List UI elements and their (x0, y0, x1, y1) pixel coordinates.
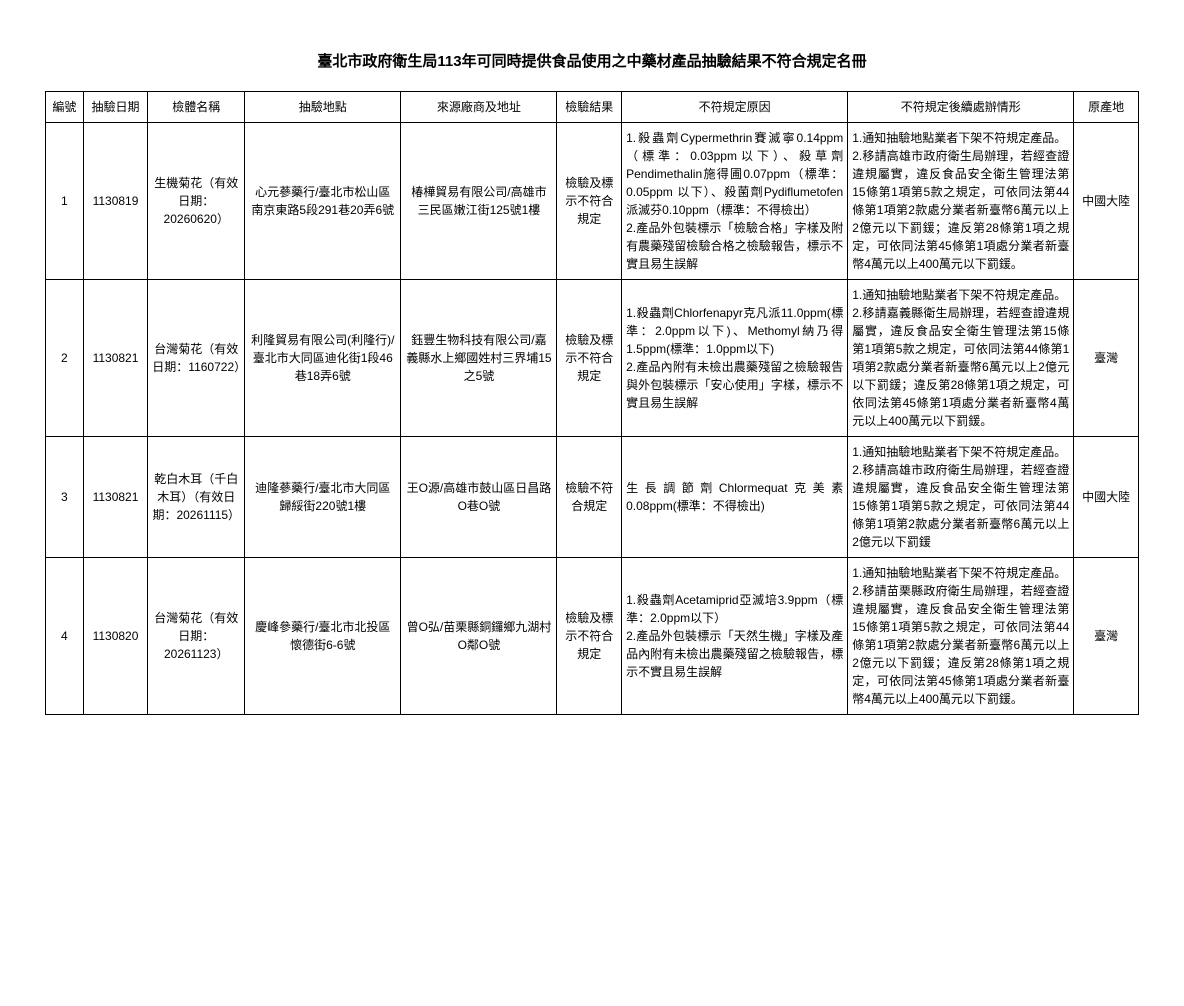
cell-name: 生機菊花（有效日期：20260620） (148, 123, 245, 280)
header-date: 抽驗日期 (83, 92, 148, 123)
header-source: 來源廠商及地址 (401, 92, 557, 123)
cell-origin: 臺灣 (1074, 558, 1139, 715)
header-name: 檢體名稱 (148, 92, 245, 123)
cell-followup: 1.通知抽驗地點業者下架不符規定產品。2.移請嘉義縣衛生局辦理，若經查證違規屬實… (848, 280, 1074, 437)
page-title: 臺北市政府衛生局113年可同時提供食品使用之中藥材產品抽驗結果不符合規定名冊 (45, 50, 1139, 71)
cell-origin: 中國大陸 (1074, 437, 1139, 558)
cell-source: 王O源/高雄市鼓山區日昌路O巷O號 (401, 437, 557, 558)
cell-location: 利隆貿易有限公司(利隆行)/臺北市大同區迪化街1段46巷18弄6號 (245, 280, 401, 437)
header-reason: 不符規定原因 (622, 92, 848, 123)
cell-source: 椿樺貿易有限公司/高雄市三民區嫩江街125號1樓 (401, 123, 557, 280)
cell-name: 台灣菊花（有效日期：20261123） (148, 558, 245, 715)
cell-origin: 臺灣 (1074, 280, 1139, 437)
cell-location: 慶峰參藥行/臺北市北投區懷德街6-6號 (245, 558, 401, 715)
cell-no: 1 (46, 123, 84, 280)
cell-followup: 1.通知抽驗地點業者下架不符規定產品。2.移請高雄市政府衛生局辦理，若經查證違規… (848, 123, 1074, 280)
header-location: 抽驗地點 (245, 92, 401, 123)
cell-no: 4 (46, 558, 84, 715)
cell-followup: 1.通知抽驗地點業者下架不符規定產品。2.移請高雄市政府衛生局辦理，若經查證違規… (848, 437, 1074, 558)
table-row: 21130821台灣菊花（有效日期：1160722）利隆貿易有限公司(利隆行)/… (46, 280, 1139, 437)
cell-source: 曾O弘/苗栗縣銅鑼鄉九湖村O鄰O號 (401, 558, 557, 715)
cell-location: 心元蔘藥行/臺北市松山區南京東路5段291巷20弄6號 (245, 123, 401, 280)
cell-date: 1130821 (83, 280, 148, 437)
cell-origin: 中國大陸 (1074, 123, 1139, 280)
cell-source: 鈺豐生物科技有限公司/嘉義縣水上鄉國姓村三界埔15之5號 (401, 280, 557, 437)
cell-reason: 1.殺蟲劑Cypermethrin賽滅寧0.14ppm（標準：0.03ppm以下… (622, 123, 848, 280)
cell-location: 迪隆蔘藥行/臺北市大同區歸綏街220號1樓 (245, 437, 401, 558)
cell-reason: 1.殺蟲劑Acetamiprid亞滅培3.9ppm（標準：2.0ppm以下）2.… (622, 558, 848, 715)
table-row: 41130820台灣菊花（有效日期：20261123）慶峰參藥行/臺北市北投區懷… (46, 558, 1139, 715)
header-origin: 原產地 (1074, 92, 1139, 123)
header-result: 檢驗結果 (557, 92, 622, 123)
table-body: 11130819生機菊花（有效日期：20260620）心元蔘藥行/臺北市松山區南… (46, 123, 1139, 715)
cell-date: 1130819 (83, 123, 148, 280)
cell-name: 乾白木耳（千白木耳）（有效日期：20261115） (148, 437, 245, 558)
table-row: 31130821乾白木耳（千白木耳）（有效日期：20261115）迪隆蔘藥行/臺… (46, 437, 1139, 558)
cell-result: 檢驗及標示不符合規定 (557, 558, 622, 715)
cell-no: 2 (46, 280, 84, 437)
cell-date: 1130820 (83, 558, 148, 715)
cell-result: 檢驗不符合規定 (557, 437, 622, 558)
table-header-row: 編號 抽驗日期 檢體名稱 抽驗地點 來源廠商及地址 檢驗結果 不符規定原因 不符… (46, 92, 1139, 123)
table-row: 11130819生機菊花（有效日期：20260620）心元蔘藥行/臺北市松山區南… (46, 123, 1139, 280)
cell-reason: 生長調節劑Chlormequat克美素0.08ppm(標準：不得檢出) (622, 437, 848, 558)
cell-followup: 1.通知抽驗地點業者下架不符規定產品。2.移請苗栗縣政府衛生局辦理，若經查證違規… (848, 558, 1074, 715)
cell-result: 檢驗及標示不符合規定 (557, 123, 622, 280)
cell-name: 台灣菊花（有效日期：1160722） (148, 280, 245, 437)
cell-reason: 1.殺蟲劑Chlorfenapyr克凡派11.0ppm(標準：2.0ppm以下)… (622, 280, 848, 437)
header-followup: 不符規定後續處辦情形 (848, 92, 1074, 123)
header-no: 編號 (46, 92, 84, 123)
cell-date: 1130821 (83, 437, 148, 558)
cell-result: 檢驗及標示不符合規定 (557, 280, 622, 437)
cell-no: 3 (46, 437, 84, 558)
inspection-table: 編號 抽驗日期 檢體名稱 抽驗地點 來源廠商及地址 檢驗結果 不符規定原因 不符… (45, 91, 1139, 715)
